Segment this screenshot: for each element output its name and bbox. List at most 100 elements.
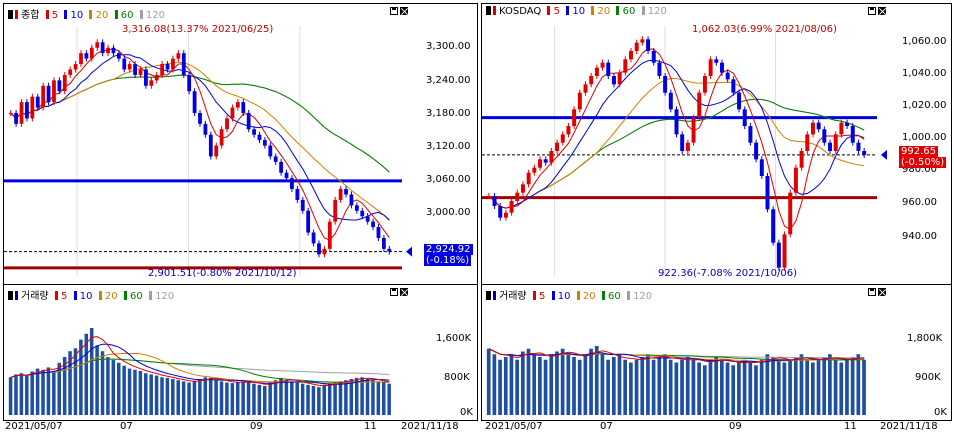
candle-body (498, 206, 503, 218)
volume-bar (8, 377, 13, 415)
volume-bar (235, 381, 240, 415)
candle-body (566, 126, 571, 135)
volume-bar (89, 328, 94, 415)
volume-bar (748, 362, 753, 415)
kosdaq-current-change: (-0.50%) (899, 157, 947, 168)
candle-body (737, 92, 742, 110)
maximize-icon[interactable] (868, 288, 876, 296)
volume-bar (549, 354, 554, 415)
candle-body (600, 62, 605, 68)
candle-body (279, 161, 284, 173)
volume-bar (856, 354, 861, 415)
kospi-volume-panel: 거래량 5 10 20 60 120 1,600K 800K 0K (3, 284, 478, 421)
candle-body (208, 134, 213, 157)
kospi-low-annotation: 2,901.51(-0.80% 2021/10/12) (148, 268, 297, 279)
volume-bar (680, 359, 684, 415)
candle-body (263, 140, 267, 146)
volume-bar (828, 354, 832, 415)
volume-bar (788, 359, 792, 415)
y-tick: 3,060.00 (426, 174, 471, 185)
kosdaq-volume-panel: 거래량 5 10 20 60 120 1,800K 900K 0K (481, 284, 952, 421)
candle-body (788, 192, 793, 235)
candle-body (295, 189, 300, 200)
candle-body (754, 142, 759, 160)
volume-bar (344, 380, 348, 415)
volume-bar (538, 357, 542, 415)
candle-body (805, 134, 810, 151)
volume-bar (503, 357, 508, 415)
volume-bar (116, 362, 121, 415)
candle-body (127, 64, 132, 70)
candle-body (759, 159, 764, 176)
volume-bar (257, 384, 262, 415)
volume-bar (241, 381, 245, 415)
maximize-icon[interactable] (390, 7, 398, 15)
candle-body (198, 112, 202, 124)
volume-bar (714, 357, 719, 415)
candle-body (257, 134, 262, 141)
candle-body (111, 47, 116, 54)
candle-body (839, 122, 844, 135)
y-tick: 1,060.00 (902, 36, 947, 47)
volume-bar (154, 375, 159, 415)
candle-body (503, 212, 508, 218)
volume-bar (725, 362, 730, 415)
volume-bar (300, 383, 305, 415)
volume-bar (657, 357, 662, 415)
volume-bar (771, 357, 775, 415)
volume-bar (668, 359, 673, 415)
maximize-icon[interactable] (868, 7, 876, 15)
kospi-volume-bars (8, 328, 391, 415)
candle-body (376, 227, 381, 238)
volume-bar (338, 381, 343, 415)
close-icon[interactable] (878, 288, 886, 296)
volume-bar (68, 351, 72, 415)
candle-body (549, 151, 554, 163)
volume-bar (371, 380, 375, 415)
close-icon[interactable] (878, 7, 886, 15)
candle-body (181, 53, 186, 75)
y-tick: 940.00 (902, 231, 937, 242)
maximize-icon[interactable] (390, 288, 398, 296)
volume-bar (520, 351, 525, 415)
volume-bar (354, 377, 359, 415)
volume-bar (606, 359, 610, 415)
volume-bar (623, 359, 628, 415)
candle-body (25, 102, 29, 119)
kosdaq-low-annotation: 922.36(-7.08% 2021/10/06) (658, 268, 797, 279)
y-tick: 3,180.00 (426, 108, 471, 119)
candle-body (617, 72, 622, 85)
candle-body (333, 199, 338, 222)
volume-bar (30, 371, 34, 415)
x-label: 11 (364, 421, 377, 432)
volume-bar (611, 357, 616, 415)
volume-bar (295, 382, 299, 415)
ma5-line (10, 48, 390, 241)
volume-bar (327, 383, 332, 415)
candle-body (203, 123, 208, 135)
volume-legend: 거래량 5 10 20 60 120 (486, 287, 652, 302)
volume-legend: 거래량 5 10 20 60 120 (8, 287, 174, 302)
volume-bar (306, 384, 310, 415)
volume-bar (219, 381, 224, 415)
volume-bar (515, 359, 519, 415)
x-label: 11 (844, 421, 857, 432)
y-tick: 0K (934, 407, 947, 418)
volume-bar (138, 370, 143, 415)
close-icon[interactable] (400, 7, 408, 15)
candle-body (833, 134, 838, 151)
volume-bar (381, 382, 386, 415)
close-icon[interactable] (400, 288, 408, 296)
volume-bar (311, 386, 316, 415)
volume-bar (782, 362, 787, 415)
volume-bar (57, 362, 62, 415)
candle-body (8, 112, 13, 114)
volume-bar (268, 382, 272, 415)
candle-body (771, 209, 776, 243)
volume-bar (691, 359, 696, 415)
candle-body (149, 80, 154, 86)
volume-bar (127, 368, 132, 415)
candle-body (629, 51, 633, 60)
volume-bar (754, 365, 758, 415)
candle-body (30, 96, 35, 119)
